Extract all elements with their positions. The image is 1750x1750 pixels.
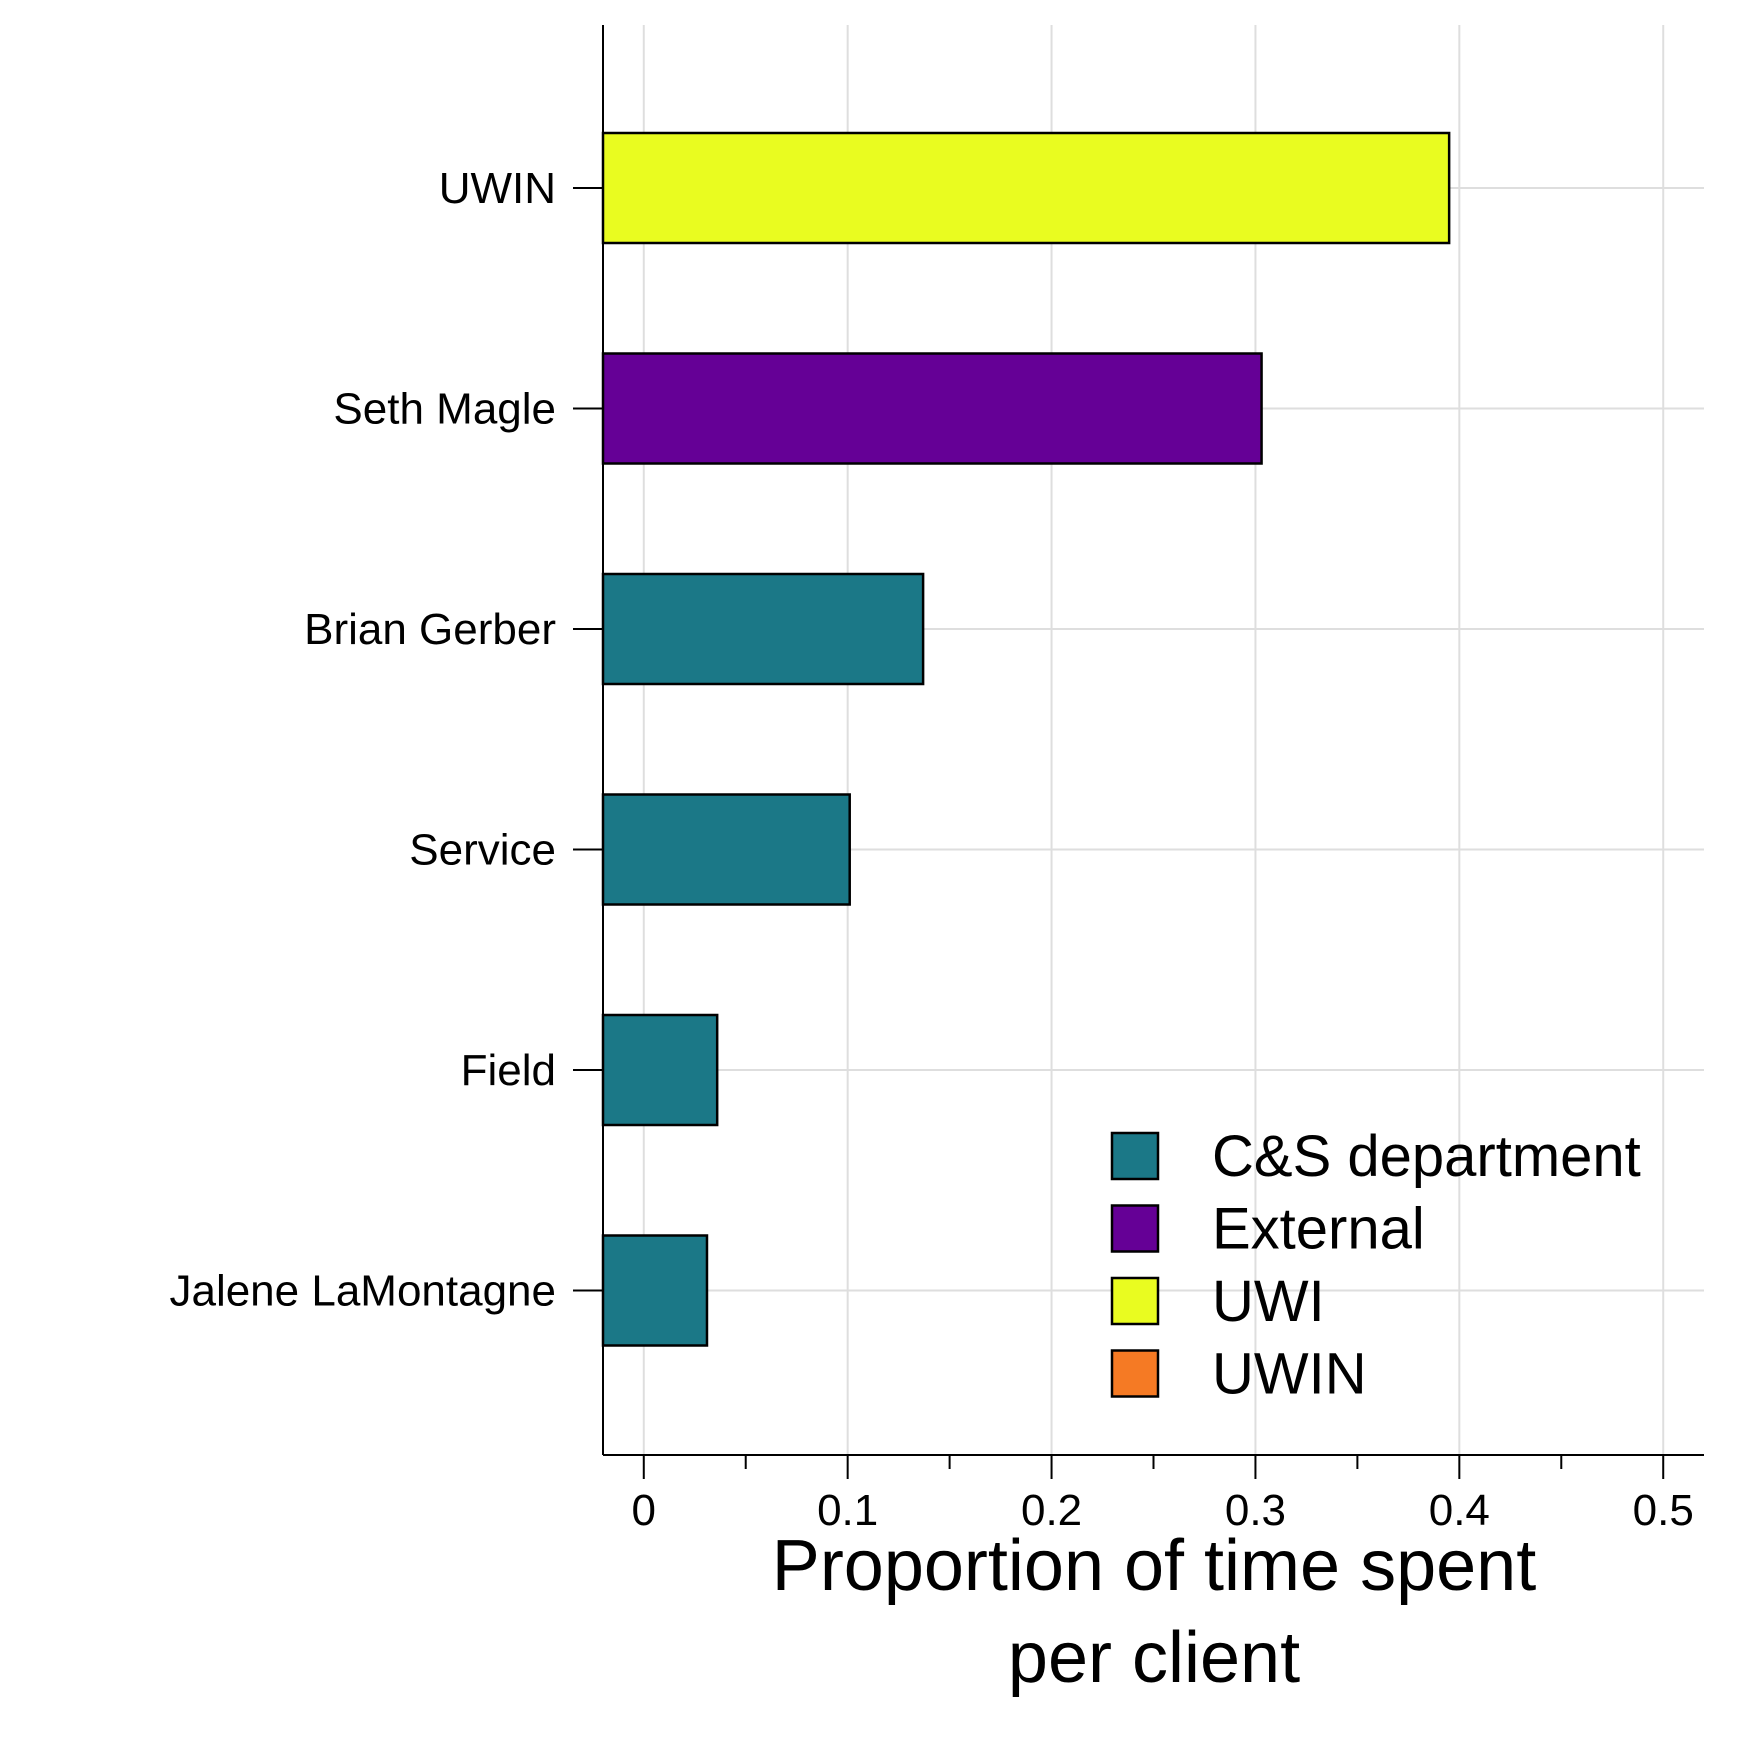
legend-label-1: External (1212, 1197, 1425, 1262)
x-tick-label-2: 0.2 (1021, 1486, 1082, 1535)
x-axis-ticks: 0 0.1 0.2 0.3 0.4 0.5 (632, 1455, 1694, 1535)
bar-5 (601, 1234, 709, 1347)
y-axis-ticks: UWIN Seth Magle Brian Gerber Service Field Ja… (169, 164, 603, 1316)
legend-label-3: UWIN (1212, 1342, 1367, 1407)
legend-swatch-2 (1110, 1276, 1160, 1326)
legend-swatch-0 (1110, 1131, 1160, 1181)
legend: C&S department External UWI UWIN (1110, 1124, 1641, 1407)
y-tick-label-3: Service (409, 826, 556, 875)
y-tick-label-4: Field (461, 1046, 556, 1095)
bar-2 (601, 572, 925, 686)
legend-swatch-1 (1110, 1204, 1160, 1253)
grid (603, 25, 1704, 1455)
y-tick-label-1: Seth Magle (333, 385, 556, 434)
legend-label-2: UWI (1212, 1269, 1325, 1334)
x-axis-title-line-1: Proportion of time spent (772, 1526, 1536, 1606)
x-tick-label-5: 0.5 (1633, 1486, 1694, 1535)
bar-1 (601, 352, 1263, 465)
bar-4 (601, 1013, 719, 1127)
bar-0 (601, 131, 1451, 245)
bar-3 (601, 793, 851, 906)
x-axis-title-line-2: per client (1008, 1618, 1300, 1698)
legend-label-0: C&S department (1212, 1124, 1641, 1189)
x-tick-label-4: 0.4 (1429, 1486, 1490, 1535)
bars (601, 131, 1451, 1347)
x-tick-label-3: 0.3 (1225, 1486, 1286, 1535)
x-tick-label-0: 0 (632, 1486, 656, 1535)
legend-swatch-3 (1110, 1349, 1160, 1398)
y-tick-label-2: Brian Gerber (304, 605, 556, 654)
x-tick-label-1: 0.1 (817, 1486, 878, 1535)
y-tick-label-5: Jalene LaMontagne (169, 1267, 556, 1316)
y-tick-label-0: UWIN (439, 164, 556, 213)
